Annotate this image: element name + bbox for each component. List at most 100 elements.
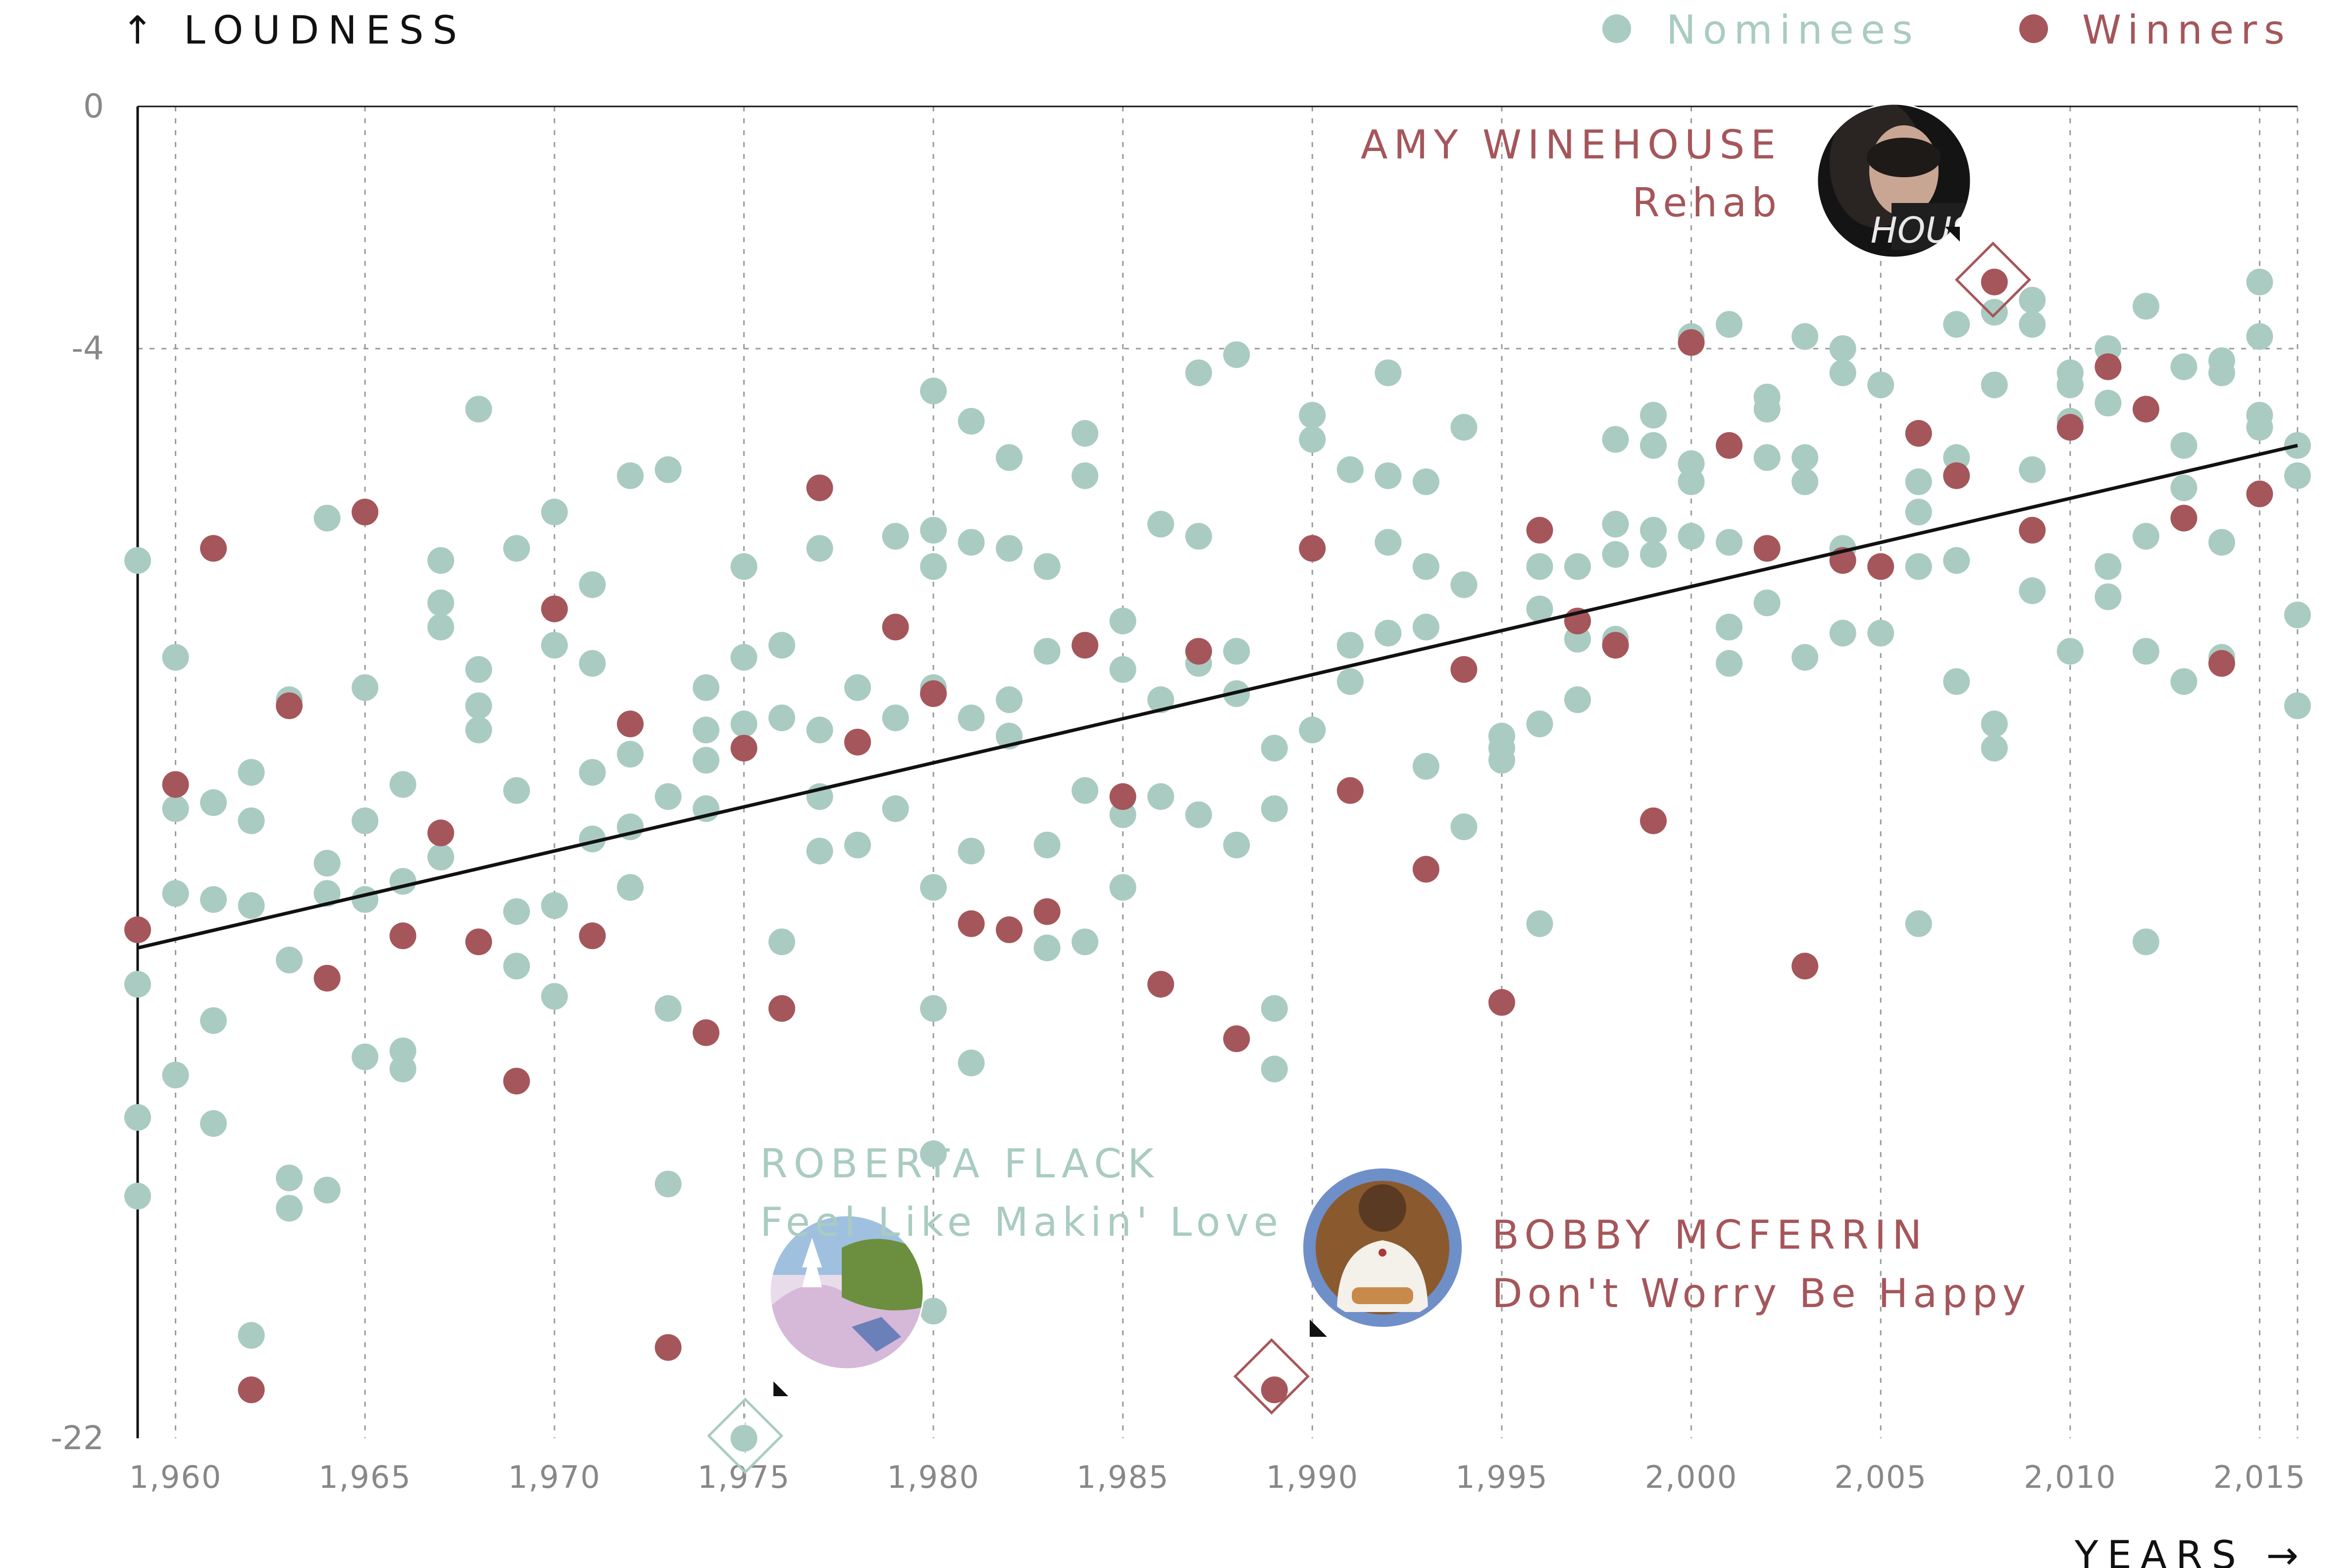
nominee-point[interactable] [844,674,871,701]
nominee-point[interactable] [1678,523,1705,550]
winner-point[interactable] [1602,632,1629,659]
nominee-point[interactable] [920,995,947,1022]
album-art-bobby-mcferrin[interactable] [1306,1171,1459,1324]
nominee-point[interactable] [920,553,947,580]
nominee-point[interactable] [1943,311,1970,338]
winner-point[interactable] [1109,783,1136,810]
nominee-point[interactable] [692,674,719,701]
nominee-point[interactable] [1299,716,1326,744]
winner-point[interactable] [1867,553,1894,580]
nominee-point[interactable] [200,886,227,913]
nominee-point[interactable] [2246,323,2273,350]
nominee-point[interactable] [958,407,985,435]
nominee-point[interactable] [389,1056,416,1083]
nominee-point[interactable] [692,716,719,744]
nominee-point[interactable] [1412,468,1439,496]
nominee-point[interactable] [1905,499,1932,526]
nominee-point[interactable] [1640,541,1667,568]
winner-point[interactable] [1488,989,1515,1016]
nominee-point[interactable] [579,650,606,677]
nominee-point[interactable] [768,704,795,731]
nominee-point[interactable] [1072,928,1099,956]
nominee-point[interactable] [1753,396,1781,423]
nominee-point[interactable] [1640,402,1667,429]
winner-point[interactable] [768,995,795,1022]
nominee-point[interactable] [541,632,568,659]
nominee-point[interactable] [238,807,265,834]
winner-point[interactable] [1336,777,1364,804]
winner-point[interactable] [1223,1025,1250,1052]
winner-point[interactable] [1072,632,1099,659]
nominee-point[interactable] [389,771,416,798]
nominee-point[interactable] [616,462,644,489]
nominee-point[interactable] [1905,553,1932,580]
nominee-point[interactable] [313,1176,341,1204]
winner-point[interactable] [2095,353,2122,380]
nominee-point[interactable] [1261,735,1288,762]
nominee-point[interactable] [2246,268,2273,296]
nominee-point[interactable] [1678,468,1705,496]
nominee-point[interactable] [1829,335,1856,362]
nominee-point[interactable] [503,777,530,804]
winner-point[interactable] [1261,1376,1288,1404]
winner-point[interactable] [276,692,303,719]
winner-point[interactable] [1526,516,1553,544]
nominee-point[interactable] [1791,468,1819,496]
winner-point[interactable] [2170,505,2198,532]
nominee-point[interactable] [1147,783,1175,810]
nominee-point[interactable] [920,377,947,405]
nominee-point[interactable] [1981,299,2008,326]
winner-point[interactable] [313,964,341,992]
winner-point[interactable] [2056,414,2084,441]
nominee-point[interactable] [503,898,530,925]
nominee-point[interactable] [352,807,379,834]
nominee-point[interactable] [2170,353,2198,380]
nominee-point[interactable] [238,892,265,919]
nominee-point[interactable] [655,783,682,810]
nominee-point[interactable] [2132,293,2159,320]
nominee-point[interactable] [1109,874,1136,901]
nominee-point[interactable] [579,759,606,786]
nominee-point[interactable] [427,547,455,574]
nominee-point[interactable] [996,686,1023,713]
nominee-point[interactable] [1336,456,1364,483]
nominee-point[interactable] [1375,359,1402,386]
nominee-point[interactable] [730,710,758,738]
nominee-point[interactable] [1412,553,1439,580]
nominee-point[interactable] [200,789,227,816]
nominee-point[interactable] [541,499,568,526]
nominee-point[interactable] [920,1298,947,1325]
nominee-point[interactable] [1299,402,1326,429]
winner-point[interactable] [2132,396,2159,423]
nominee-point[interactable] [1526,595,1553,622]
nominee-point[interactable] [1185,359,1212,386]
nominee-point[interactable] [1716,311,1743,338]
nominee-point[interactable] [2170,668,2198,695]
nominee-point[interactable] [1261,1056,1288,1083]
winner-point[interactable] [920,680,947,708]
nominee-point[interactable] [2095,390,2122,417]
nominee-point[interactable] [1791,444,1819,471]
nominee-point[interactable] [1450,813,1478,841]
album-art-amy-winehouse[interactable]: HOUSE [1817,99,1997,257]
nominee-point[interactable] [352,674,379,701]
nominee-point[interactable] [1223,831,1250,859]
winner-point[interactable] [124,916,151,943]
winner-point[interactable] [1716,432,1743,459]
nominee-point[interactable] [276,1195,303,1222]
nominee-point[interactable] [1526,910,1553,937]
nominee-point[interactable] [1147,510,1175,538]
nominee-point[interactable] [958,529,985,556]
nominee-point[interactable] [465,692,492,719]
nominee-point[interactable] [162,880,189,907]
nominee-point[interactable] [2208,359,2235,386]
nominee-point[interactable] [238,1322,265,1349]
winner-point[interactable] [2019,516,2046,544]
nominee-point[interactable] [1602,541,1629,568]
nominee-point[interactable] [730,644,758,671]
nominee-point[interactable] [1981,710,2008,738]
nominee-point[interactable] [1261,995,1288,1022]
nominee-point[interactable] [1033,831,1061,859]
nominee-point[interactable] [124,1182,151,1210]
nominee-point[interactable] [2284,692,2311,719]
